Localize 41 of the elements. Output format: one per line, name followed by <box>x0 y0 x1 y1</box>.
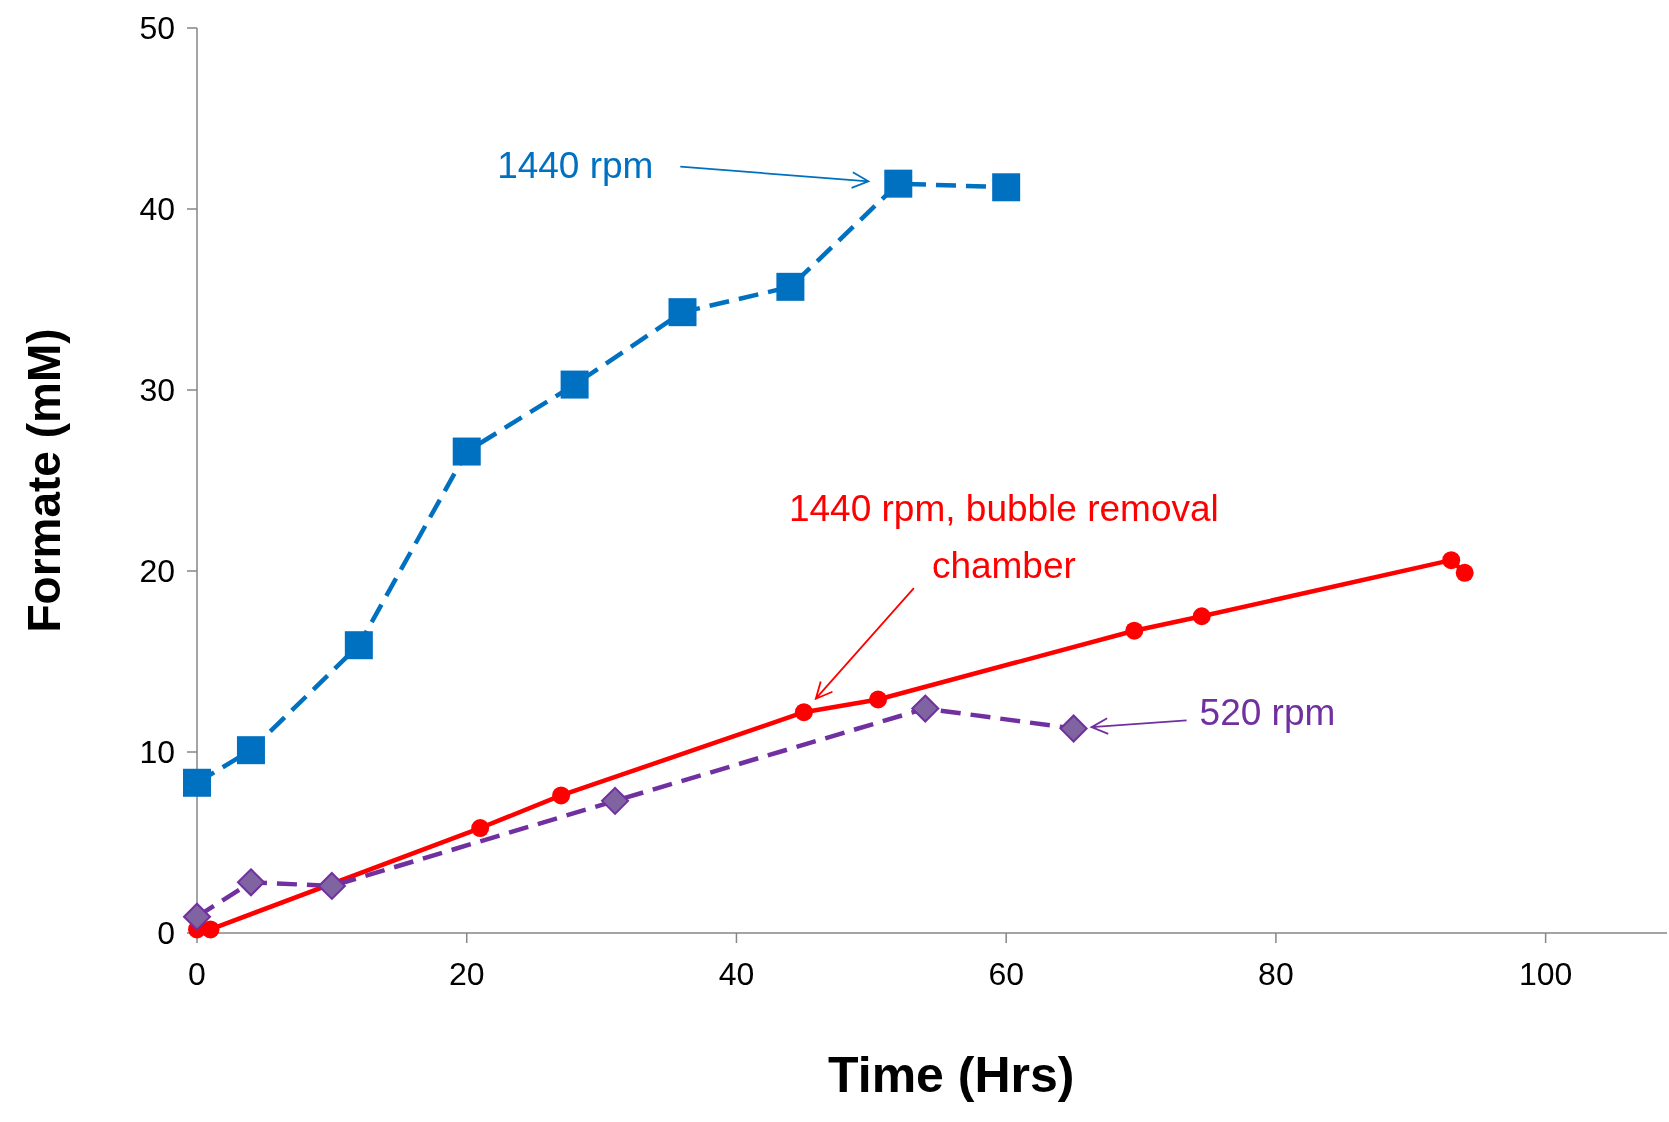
y-tick-label: 50 <box>139 10 175 47</box>
point <box>776 272 805 301</box>
point <box>1125 621 1144 640</box>
x-axis-title: Time (Hrs) <box>828 1047 1075 1103</box>
point <box>344 631 373 660</box>
point <box>471 819 490 838</box>
y-tick-label: 40 <box>139 191 175 228</box>
x-tick-label: 20 <box>448 956 485 992</box>
point <box>552 786 571 805</box>
x-tick-label: 100 <box>1518 956 1573 992</box>
point <box>560 370 589 399</box>
point <box>452 437 481 466</box>
point <box>201 920 220 939</box>
point <box>1455 563 1474 582</box>
point <box>601 786 630 815</box>
x-tick-label: 80 <box>1258 956 1294 992</box>
x-tick-label: 60 <box>988 956 1024 992</box>
point <box>236 736 265 765</box>
y-tick-label: 20 <box>139 553 175 590</box>
point <box>911 694 940 723</box>
x-tick-label: 40 <box>718 956 755 992</box>
annotation: 520 rpm <box>1199 692 1336 734</box>
point <box>183 768 211 797</box>
y-tick-label: 0 <box>157 915 175 952</box>
point <box>668 298 697 327</box>
point <box>236 868 265 897</box>
point <box>992 173 1021 202</box>
annotation: 1440 rpm <box>497 144 654 186</box>
annotation: 1440 rpm, bubble removal chamber <box>788 488 1219 587</box>
point <box>1059 714 1088 743</box>
point <box>1192 607 1211 626</box>
point <box>884 169 913 198</box>
point <box>794 703 813 722</box>
point <box>869 690 888 709</box>
y-tick-label: 10 <box>139 734 175 771</box>
point <box>317 871 346 900</box>
y-tick-label: 30 <box>139 372 175 409</box>
point <box>1442 551 1461 570</box>
point <box>183 902 211 931</box>
x-tick-label: 0 <box>188 956 206 992</box>
y-axis-title: Formate (mM) <box>18 328 70 633</box>
